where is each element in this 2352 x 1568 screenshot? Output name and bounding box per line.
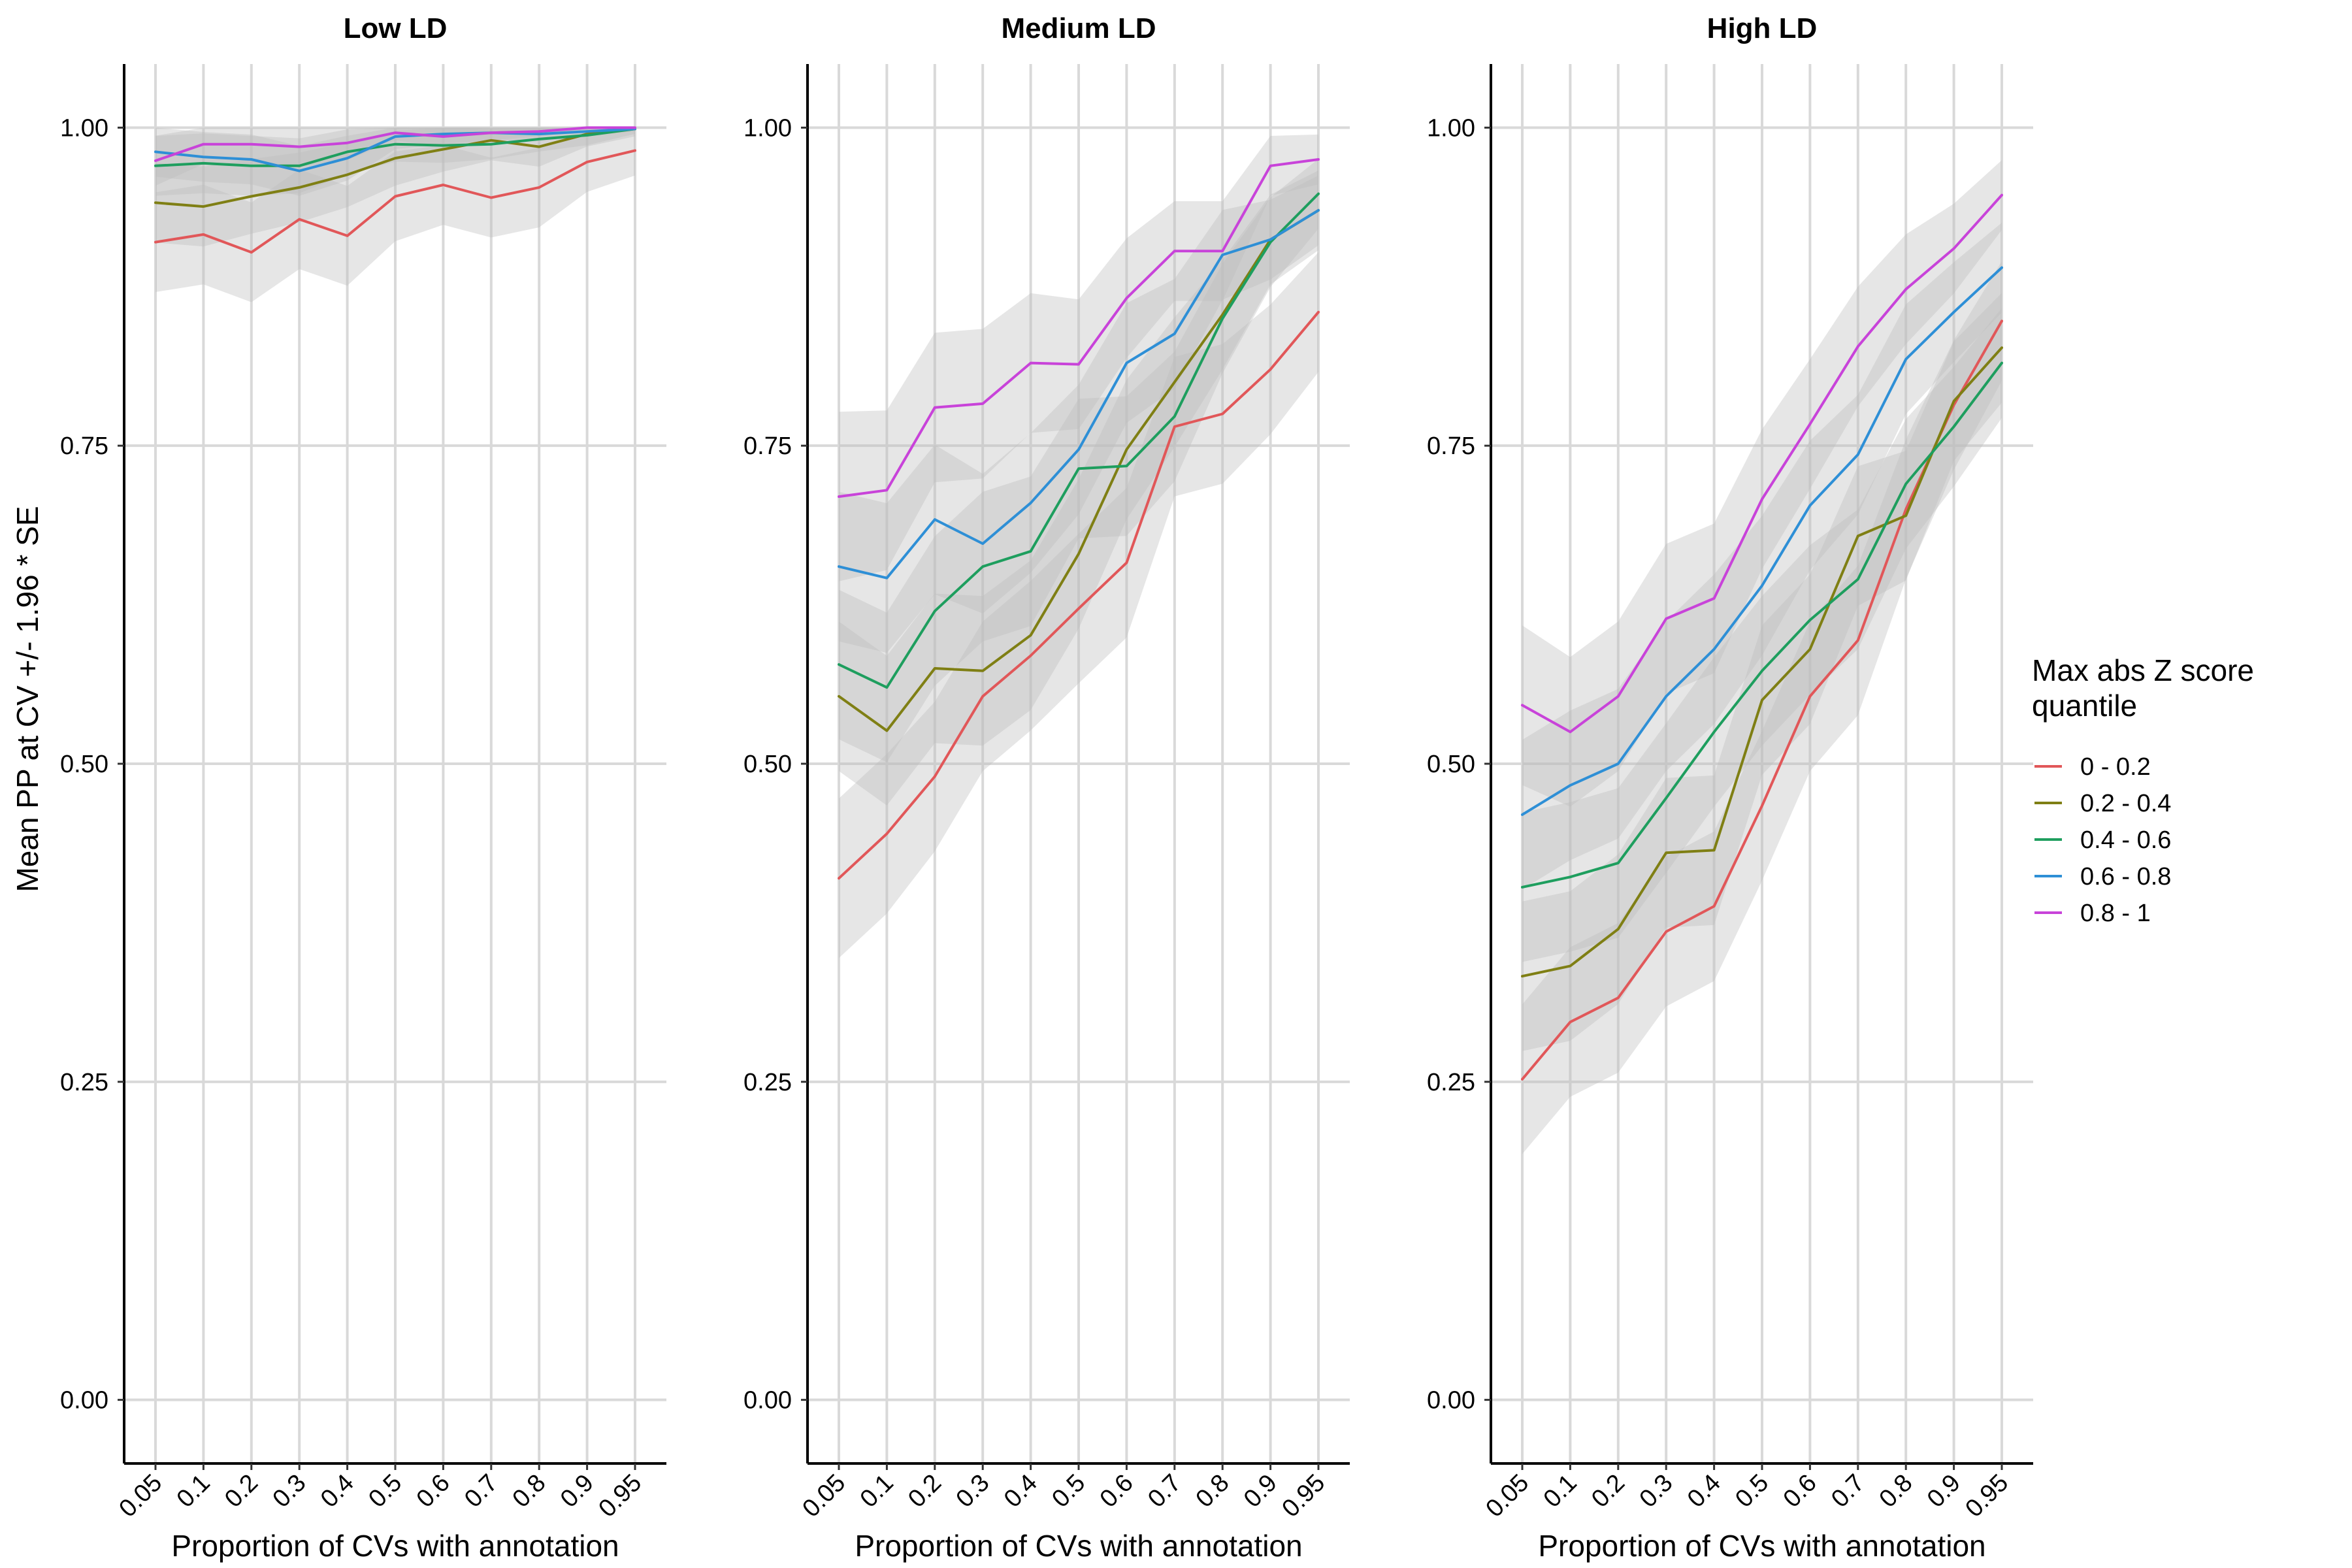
y-tick-label: 0.00 xyxy=(1427,1387,1475,1414)
x-tick-label: 0.4 xyxy=(999,1469,1043,1513)
confidence-band-0.8-1 xyxy=(1522,160,2002,807)
x-tick-label: 0.1 xyxy=(172,1469,216,1513)
y-tick-label: 0.75 xyxy=(60,433,108,460)
x-axis-title: Proportion of CVs with annotation xyxy=(171,1529,619,1563)
x-tick-label: 0.3 xyxy=(268,1469,312,1513)
y-tick-label: 0.50 xyxy=(1427,751,1475,778)
x-tick-label: 0.6 xyxy=(412,1469,455,1513)
legend-label: 0.4 - 0.6 xyxy=(2080,826,2171,854)
x-tick-label: 0.2 xyxy=(1586,1469,1630,1513)
x-tick-label: 0.95 xyxy=(1960,1469,2014,1523)
x-tick-label: 0.7 xyxy=(459,1469,503,1513)
series-line-0.6-0.8 xyxy=(154,127,636,172)
confidence-band-0.6-0.8 xyxy=(1522,222,2002,890)
x-tick-label: 0.1 xyxy=(855,1469,899,1513)
panel-high-ld: 0.000.250.500.751.000.05 0.1 0.2 0.3 0.4 0.5 0… xyxy=(1427,12,2033,1563)
x-tick-label: 0.9 xyxy=(1239,1469,1282,1513)
y-tick-label: 1.00 xyxy=(743,114,792,142)
legend: Max abs Z score quantile 0 - 0.2 0.2 - 0.… xyxy=(2032,653,2254,927)
y-tick-label: 0.25 xyxy=(60,1069,108,1096)
x-tick-label: 0.5 xyxy=(1730,1469,1774,1513)
panel-title: High LD xyxy=(1707,12,1818,44)
x-tick-label: 0.4 xyxy=(316,1469,359,1513)
x-tick-label: 0.7 xyxy=(1826,1469,1870,1513)
series-line-0.2-0.4 xyxy=(154,127,636,208)
series-line-0.8-1 xyxy=(838,158,1320,498)
y-tick-label: 0.00 xyxy=(743,1387,792,1414)
legend-item: 0.6 - 0.8 xyxy=(2034,863,2171,890)
confidence-band-0-0.2 xyxy=(839,252,1318,958)
y-tick-label: 0.75 xyxy=(1427,433,1475,460)
series-line-0.4-0.6 xyxy=(1521,361,2003,889)
series-line-0.6-0.8 xyxy=(838,208,1320,580)
x-tick-label: 0.2 xyxy=(220,1469,263,1513)
legend-keys: 0 - 0.2 0.2 - 0.4 0.4 - 0.6 0.6 - 0.8 0.8 - … xyxy=(2034,753,2171,927)
y-tick-label: 0.50 xyxy=(743,751,792,778)
series-line-0.4-0.6 xyxy=(154,127,636,167)
x-tick-label: 0.6 xyxy=(1095,1469,1139,1513)
x-tick-label: 0.9 xyxy=(555,1469,599,1513)
y-tick-label: 1.00 xyxy=(1427,114,1475,142)
y-tick-label: 0.25 xyxy=(743,1069,792,1096)
confidence-band-0.4-0.6 xyxy=(1522,308,2002,962)
legend-item: 0.2 - 0.4 xyxy=(2034,790,2171,817)
legend-item: 0.4 - 0.6 xyxy=(2034,826,2171,854)
x-tick-label: 0.2 xyxy=(903,1469,947,1513)
series-line-0.8-1 xyxy=(1521,193,2003,734)
confidence-band-0.2-0.4 xyxy=(839,170,1318,806)
x-tick-label: 0.1 xyxy=(1539,1469,1582,1513)
x-tick-label: 0.5 xyxy=(1047,1469,1090,1513)
y-tick-label: 0.00 xyxy=(60,1387,108,1414)
confidence-band-0-0.2 xyxy=(1522,261,2002,1154)
series-line-0-0.2 xyxy=(838,310,1320,880)
y-tick-label: 0.50 xyxy=(60,751,108,778)
y-tick-label: 1.00 xyxy=(60,114,108,142)
legend-label: 0.2 - 0.4 xyxy=(2080,790,2171,817)
confidence-band-0.2-0.4 xyxy=(155,127,635,247)
confidence-band-0.4-0.6 xyxy=(839,159,1318,762)
y-axis-title: Mean PP at CV +/- 1.96 * SE xyxy=(10,506,44,892)
legend-label: 0.8 - 1 xyxy=(2080,900,2151,927)
x-tick-label: 0.05 xyxy=(797,1469,851,1523)
confidence-band-0-0.2 xyxy=(155,127,635,302)
legend-title-line-1: Max abs Z score xyxy=(2032,653,2254,687)
x-axis-title: Proportion of CVs with annotation xyxy=(1538,1529,1985,1563)
series-line-0.2-0.4 xyxy=(838,208,1320,732)
legend-item: 0.8 - 1 xyxy=(2034,900,2151,927)
legend-item: 0 - 0.2 xyxy=(2034,753,2151,781)
chart-panels: 0.000.250.500.751.000.05 0.1 0.2 0.3 0.4 0.5 0… xyxy=(60,12,2033,1563)
panel-title: Low LD xyxy=(344,12,448,44)
series-line-0.4-0.6 xyxy=(838,192,1320,689)
legend-label: 0.6 - 0.8 xyxy=(2080,863,2171,890)
confidence-band-0.8-1 xyxy=(839,134,1318,581)
confidence-band-0.8-1 xyxy=(155,127,635,186)
series-line-0.8-1 xyxy=(154,126,636,162)
y-tick-label: 0.25 xyxy=(1427,1069,1475,1096)
x-tick-label: 0.3 xyxy=(951,1469,995,1513)
x-tick-label: 0.7 xyxy=(1143,1469,1186,1513)
x-tick-label: 0.6 xyxy=(1778,1469,1822,1513)
panel-medium-ld: 0.000.250.500.751.000.05 0.1 0.2 0.3 0.4 0.5 0… xyxy=(743,12,1350,1563)
x-tick-label: 0.8 xyxy=(1874,1469,1918,1513)
x-axis-title: Proportion of CVs with annotation xyxy=(855,1529,1302,1563)
legend-label: 0 - 0.2 xyxy=(2080,753,2151,781)
series-line-0.6-0.8 xyxy=(1521,266,2003,816)
x-tick-label: 0.3 xyxy=(1635,1469,1678,1513)
x-tick-label: 0.05 xyxy=(1480,1469,1534,1523)
series-line-0.2-0.4 xyxy=(1521,346,2003,978)
x-tick-label: 0.8 xyxy=(508,1469,551,1513)
x-tick-label: 0.95 xyxy=(593,1469,647,1523)
x-tick-label: 0.8 xyxy=(1191,1469,1235,1513)
panel-title: Medium LD xyxy=(1001,12,1156,44)
legend-title-line-2: quantile xyxy=(2032,689,2137,723)
x-tick-label: 0.5 xyxy=(363,1469,407,1513)
x-tick-label: 0.05 xyxy=(114,1469,167,1523)
series-line-0-0.2 xyxy=(154,149,636,254)
panel-low-ld: 0.000.250.500.751.000.05 0.1 0.2 0.3 0.4 0.5 0… xyxy=(60,12,666,1563)
x-tick-label: 0.95 xyxy=(1277,1469,1330,1523)
x-tick-label: 0.9 xyxy=(1922,1469,1966,1513)
y-tick-label: 0.75 xyxy=(743,433,792,460)
x-tick-label: 0.4 xyxy=(1682,1469,1726,1513)
